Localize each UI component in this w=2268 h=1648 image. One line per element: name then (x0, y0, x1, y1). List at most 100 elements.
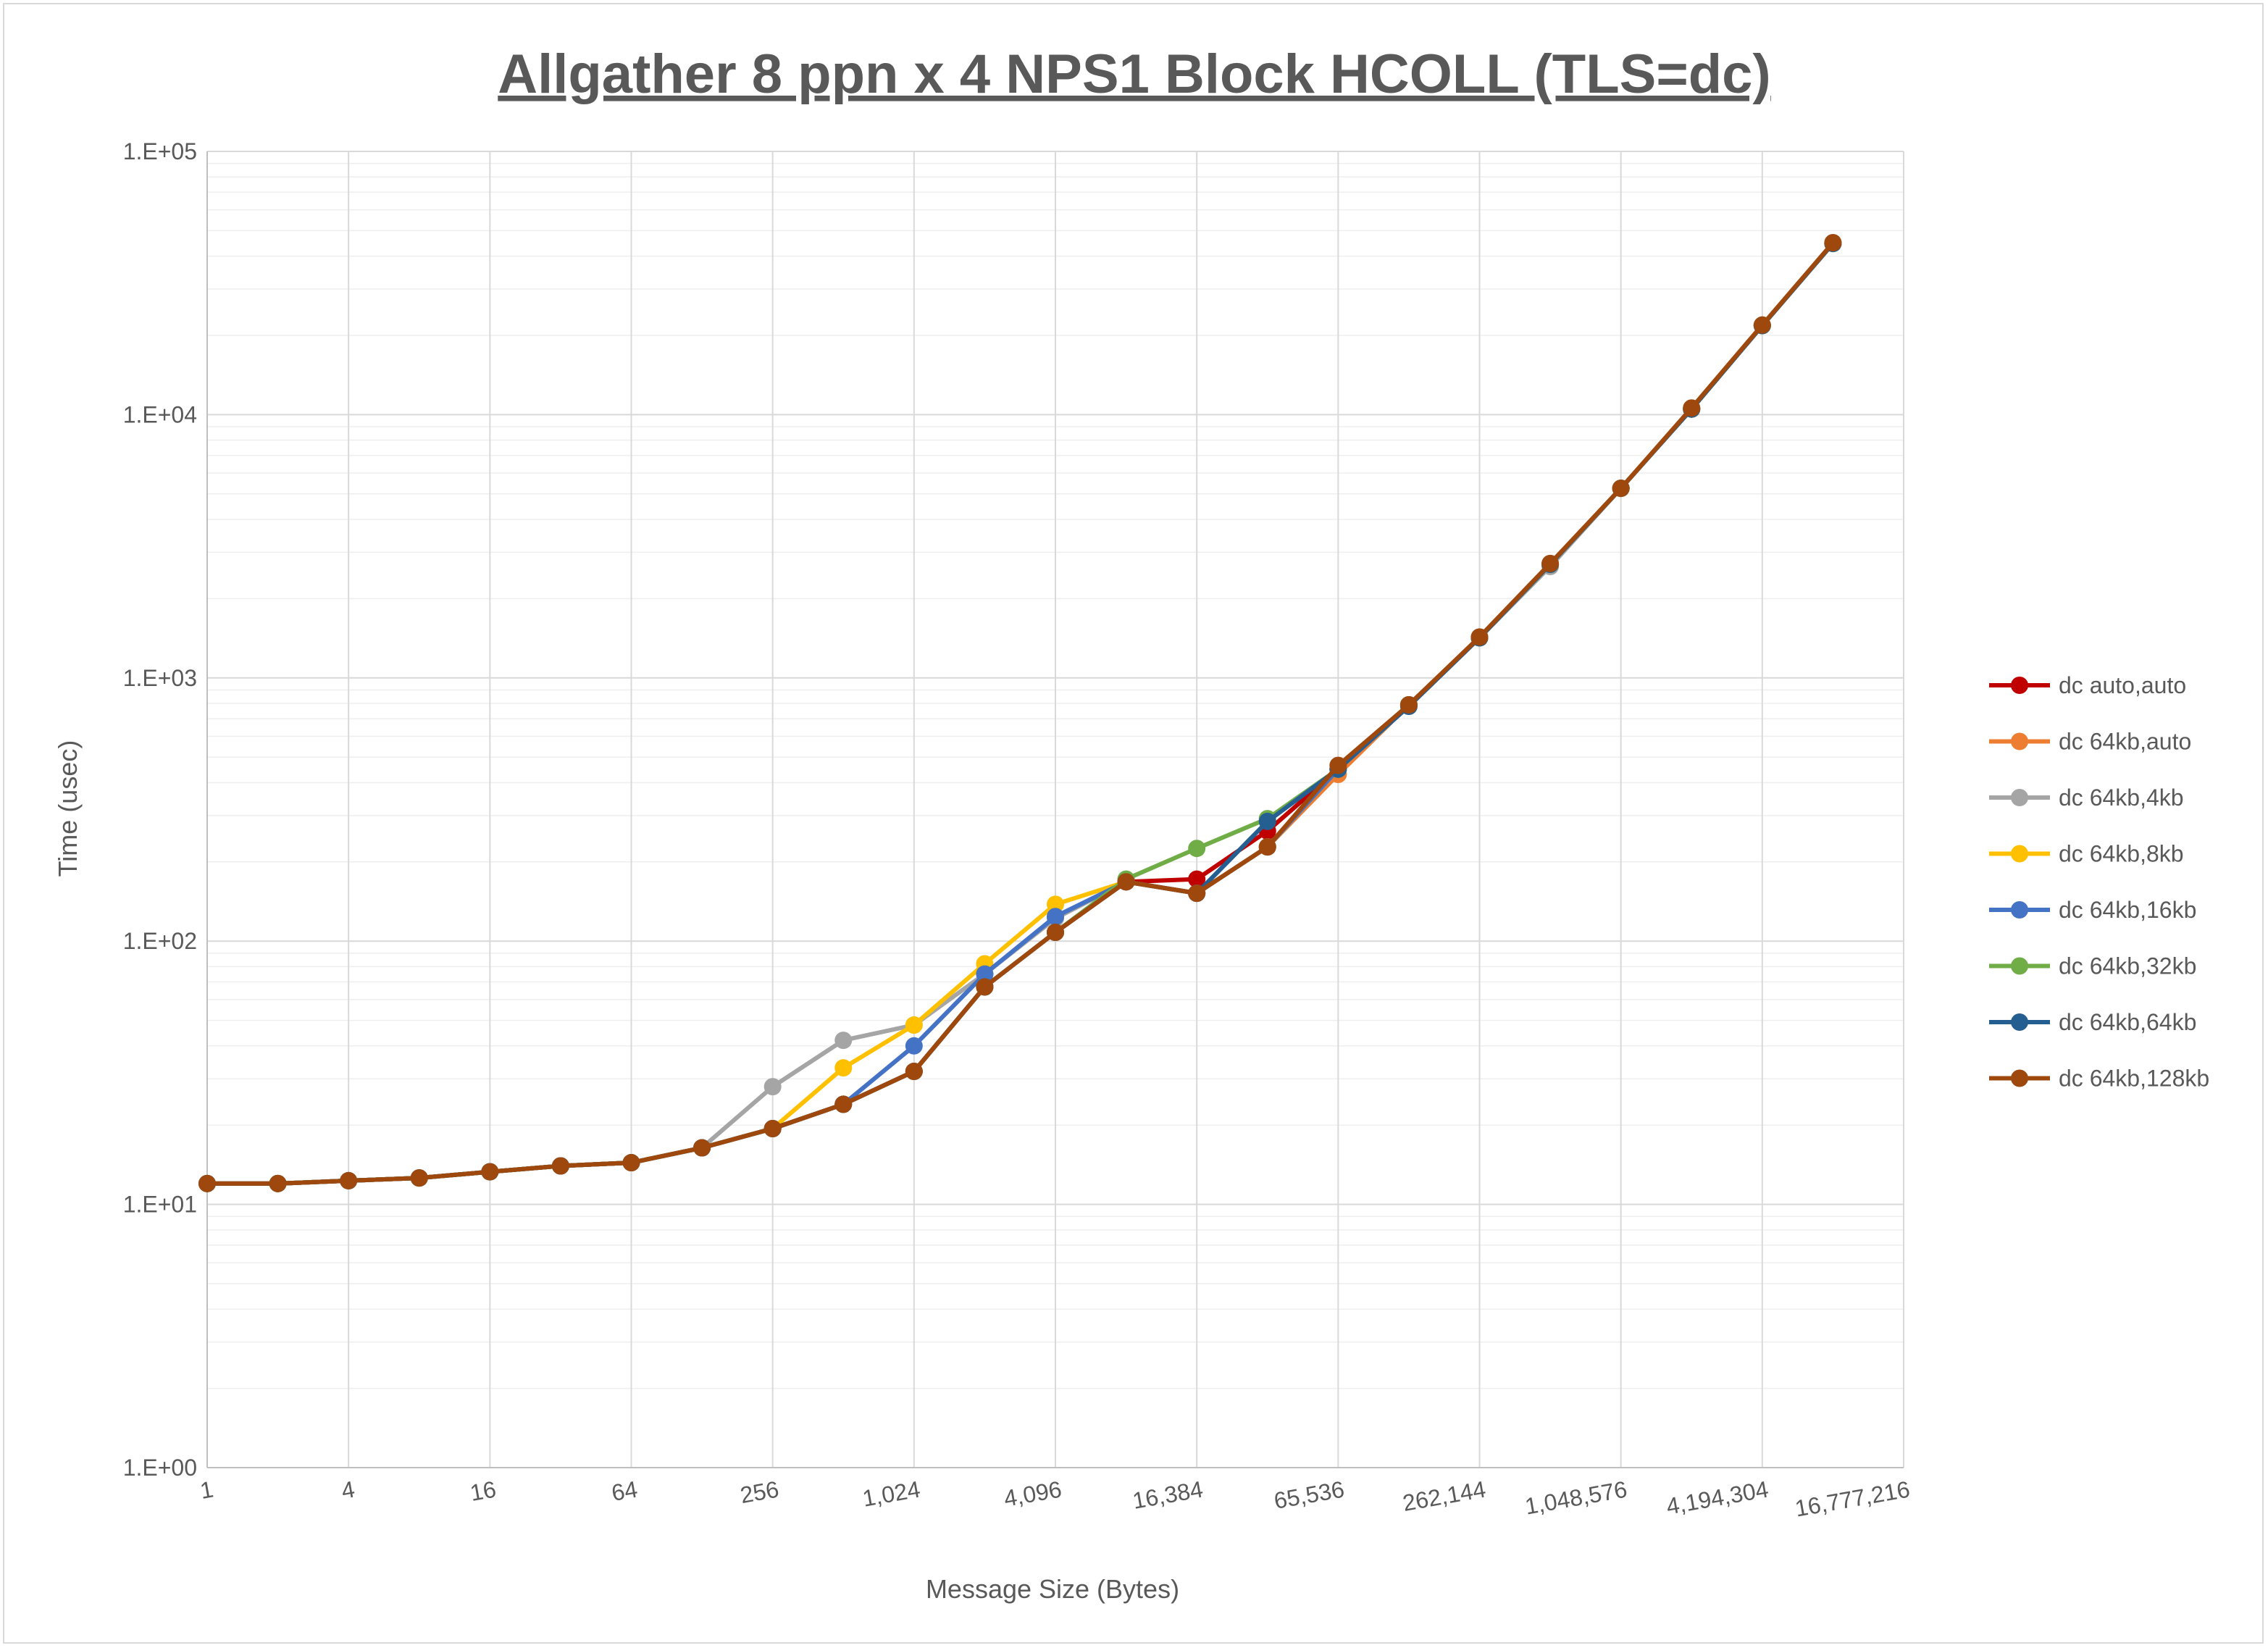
series-7 (198, 234, 1842, 1192)
data-point (1470, 628, 1489, 646)
data-point (1047, 924, 1064, 942)
x-tick-label: 256 (738, 1476, 781, 1508)
x-axis-title: Message Size (Bytes) (926, 1574, 1179, 1604)
data-point (1047, 895, 1064, 913)
chart-title: Allgather 8 ppn x 4 NPS1 Block HCOLL (TL… (498, 43, 1770, 105)
legend-label: dc 64kb,auto (2059, 729, 2191, 755)
y-tick-label: 1.E+04 (123, 401, 197, 427)
data-point (481, 1163, 499, 1181)
series-1 (198, 235, 1842, 1192)
series-4 (198, 235, 1842, 1192)
x-tick-label: 4 (340, 1476, 357, 1504)
series-line (205, 241, 1836, 1186)
data-point (763, 1078, 782, 1096)
chart-canvas: Allgather 8 ppn x 4 NPS1 Block HCOLL (TL… (53, 43, 2209, 1604)
y-tick-label: 1.E+03 (123, 665, 197, 691)
data-point (905, 1037, 923, 1055)
legend-item: dc 64kb,16kb (1989, 897, 2196, 923)
legend-label: dc 64kb,8kb (2059, 841, 2184, 867)
legend-swatch-marker (2011, 789, 2028, 806)
axes: 1.E+00 1.E+01 1.E+02 1.E+03 1.E+04 1.E+05 1 4 16… (123, 138, 1912, 1522)
data-point (976, 965, 994, 983)
grid-lines (206, 151, 1904, 1468)
legend-swatch-marker (2011, 901, 2028, 919)
x-tick-label: 262,144 (1401, 1476, 1488, 1516)
series-line (205, 241, 1836, 1186)
y-tick-label: 1.E+02 (123, 928, 197, 954)
x-tick-label: 16 (468, 1476, 498, 1506)
series-line (205, 241, 1836, 1186)
data-point (834, 1095, 853, 1113)
legend-swatch-marker (2011, 1013, 2028, 1031)
data-point (1258, 838, 1276, 856)
series-line (205, 241, 1836, 1186)
data-point (269, 1174, 287, 1192)
data-point (622, 1154, 640, 1172)
data-point (1683, 399, 1701, 417)
legend-item: dc auto,auto (1989, 672, 2186, 698)
data-point (198, 1174, 216, 1192)
legend-swatch-marker (2011, 1069, 2028, 1087)
x-tick-label: 65,536 (1272, 1476, 1347, 1513)
x-tick-label: 1,024 (861, 1476, 922, 1511)
legend-swatch-marker (2011, 677, 2028, 694)
data-point (1188, 870, 1206, 888)
data-point (1612, 480, 1630, 498)
x-tick-label: 64 (609, 1476, 639, 1506)
legend-item: dc 64kb,4kb (1989, 785, 2184, 811)
series-5 (198, 235, 1842, 1192)
plot-series (198, 234, 1842, 1192)
legend-item: dc 64kb,128kb (1989, 1066, 2209, 1092)
data-point (340, 1171, 358, 1189)
legend-label: dc 64kb,32kb (2059, 953, 2196, 979)
series-0 (198, 235, 1842, 1192)
y-tick-label: 1.E+05 (123, 138, 197, 164)
legend-swatch-marker (2011, 957, 2028, 975)
data-point (410, 1169, 428, 1187)
legend-item: dc 64kb,auto (1989, 729, 2191, 755)
legend-item: dc 64kb,64kb (1989, 1009, 2196, 1035)
y-tick-label: 1.E+01 (123, 1192, 197, 1218)
data-point (976, 978, 994, 996)
series-line (205, 240, 1836, 1186)
series-line (205, 241, 1836, 1186)
data-point (1753, 316, 1771, 334)
data-point (834, 1059, 853, 1077)
x-tick-label: 4,194,304 (1665, 1476, 1770, 1519)
data-point (1329, 756, 1347, 774)
legend: dc auto,auto dc 64kb,auto dc 64kb,4kb dc 64… (1989, 672, 2209, 1092)
legend-item: dc 64kb,32kb (1989, 953, 2196, 979)
x-tick-label: 1 (198, 1476, 215, 1504)
legend-swatch-marker (2011, 732, 2028, 750)
data-point (1824, 234, 1842, 252)
data-point (693, 1139, 711, 1157)
series-2 (198, 235, 1842, 1192)
data-point (905, 1016, 923, 1034)
series-6 (198, 235, 1842, 1192)
legend-label: dc 64kb,64kb (2059, 1009, 2196, 1035)
x-tick-label: 4,096 (1002, 1476, 1063, 1511)
x-tick-label: 16,777,216 (1793, 1476, 1912, 1521)
data-point (1541, 554, 1560, 572)
data-point (834, 1032, 853, 1050)
legend-label: dc 64kb,128kb (2059, 1066, 2209, 1092)
y-tick-label: 1.E+00 (123, 1455, 197, 1481)
legend-label: dc auto,auto (2059, 672, 2186, 698)
data-point (551, 1157, 569, 1175)
series-3 (198, 235, 1842, 1192)
data-point (763, 1120, 782, 1138)
legend-label: dc 64kb,16kb (2059, 897, 2196, 923)
legend-swatch-marker (2011, 845, 2028, 863)
data-point (1258, 812, 1276, 830)
data-point (1188, 884, 1206, 903)
data-point (1047, 908, 1064, 926)
series-line (205, 241, 1836, 1186)
legend-label: dc 64kb,4kb (2059, 785, 2184, 811)
chart-frame: Allgather 8 ppn x 4 NPS1 Block HCOLL (TL… (3, 3, 2264, 1644)
data-point (1117, 873, 1135, 891)
legend-item: dc 64kb,8kb (1989, 841, 2184, 867)
x-tick-label: 16,384 (1131, 1476, 1205, 1513)
data-point (1188, 840, 1206, 858)
y-axis-title: Time (usec) (53, 740, 83, 877)
x-tick-label: 1,048,576 (1523, 1476, 1628, 1519)
